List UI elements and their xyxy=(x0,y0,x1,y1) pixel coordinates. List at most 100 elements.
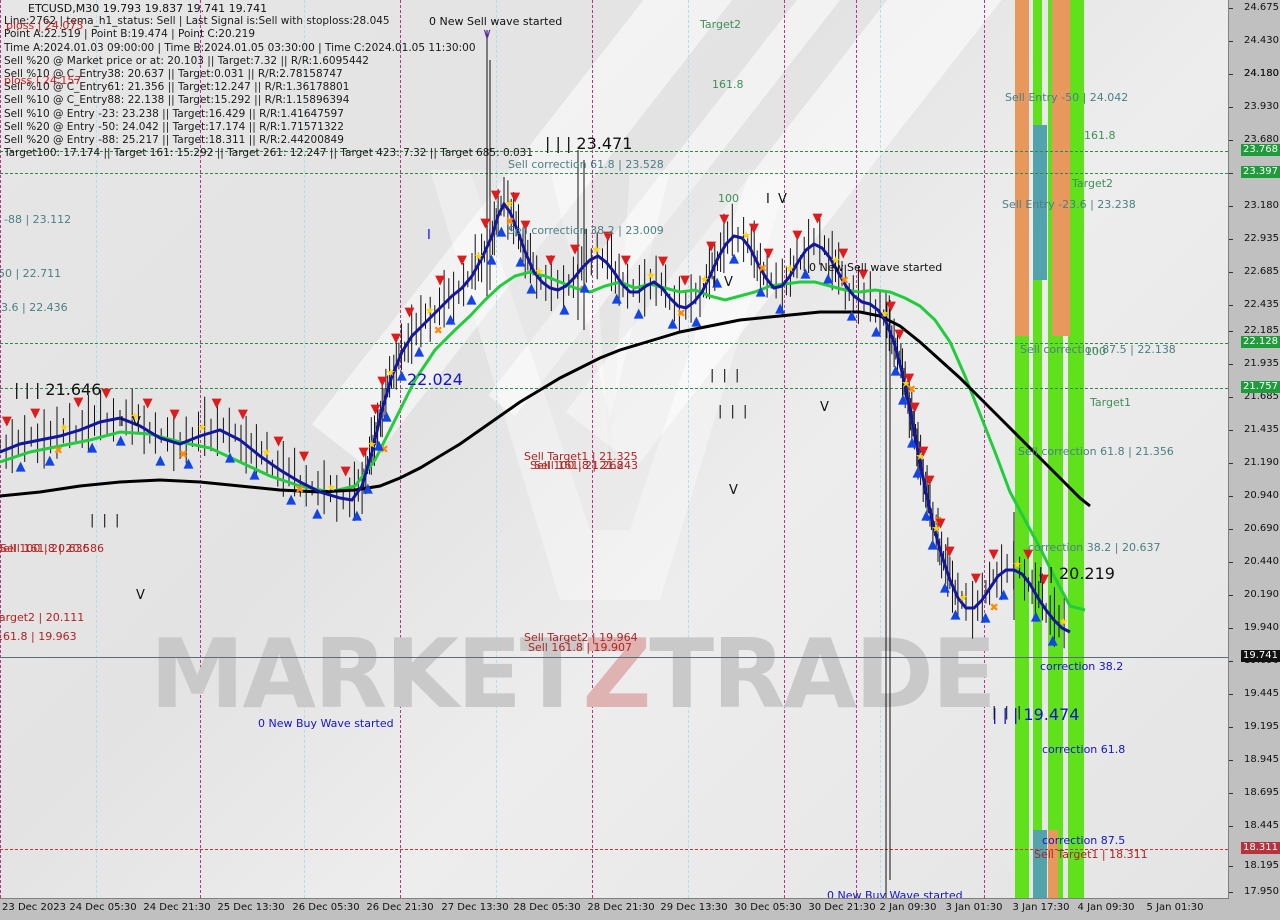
y-tick-mark-23 xyxy=(1229,727,1233,728)
y-tick-mark-0 xyxy=(1229,8,1233,9)
y-tick-label-8: 22.935 xyxy=(1244,233,1279,244)
info-line-6: Sell %10 @ C_Entry61: 21.356 || Target:1… xyxy=(4,81,350,94)
info-line-3: Time A:2024.01.03 09:00:00 | Time B:2024… xyxy=(4,41,476,54)
sell-arrow-down-icon: ▼ xyxy=(377,373,388,389)
annotation-a44: I xyxy=(427,228,433,243)
sell-arrow-down-icon: ▼ xyxy=(211,396,222,412)
annotation-a18: | | 20.219 xyxy=(1038,564,1115,583)
y-tick-mark-11 xyxy=(1229,331,1233,332)
star-signal-icon: ★ xyxy=(1012,557,1023,571)
star-signal-icon: ★ xyxy=(367,437,377,451)
buy-arrow-up-icon: ▲ xyxy=(44,453,55,469)
price-axis[interactable]: 24.67524.43024.18024.18023.93023.68023.4… xyxy=(1229,0,1280,898)
zone-band-z5 xyxy=(1015,0,1029,336)
info-line-5: Sell %10 @ C_Entry38: 20.637 || Target:0… xyxy=(4,67,343,80)
y-tick-label-16: 20.940 xyxy=(1244,490,1279,501)
vgrid-0 xyxy=(0,0,1,898)
y-tick-label-10: 22.435 xyxy=(1244,299,1279,310)
star-signal-icon: ★ xyxy=(326,481,337,495)
info-line-1: Line:2762 | tema_h1_status: Sell | Last … xyxy=(4,15,390,28)
sell-arrow-down-icon: ▼ xyxy=(658,254,669,270)
sell-arrow-down-icon: ▼ xyxy=(620,252,631,268)
x-tick-label-9: 29 Dec 13:30 xyxy=(660,902,728,913)
sell-arrow-down-icon: ▼ xyxy=(570,241,581,257)
y-tick-label-27: 18.195 xyxy=(1244,860,1279,871)
annotation-a32: y -88 | 23.112 xyxy=(0,213,72,226)
annotation-a02: Target2 xyxy=(700,18,742,31)
buy-arrow-up-icon: ▲ xyxy=(249,466,260,482)
y-tick-label-14: 21.435 xyxy=(1244,424,1279,435)
y-tick-label-13: 21.685 xyxy=(1244,391,1279,402)
sell-arrow-down-icon: ▼ xyxy=(1023,546,1034,562)
sell-arrow-down-icon: ▼ xyxy=(237,407,248,423)
sell-arrow-down-icon: ▼ xyxy=(340,463,351,479)
y-tick-mark-28 xyxy=(1229,892,1233,893)
signal-info-lines: Line:2762 | tema_h1_status: Sell | Last … xyxy=(4,15,533,160)
cross-signal-icon: ✖ xyxy=(53,444,63,458)
marketz-trade-watermark: MARKETZTRADE xyxy=(150,620,997,730)
cross-signal-icon: ✖ xyxy=(676,306,686,320)
cross-signal-icon: ✖ xyxy=(933,513,943,527)
y-tick-label-4: 23.930 xyxy=(1244,101,1279,112)
buy-arrow-up-icon: ▲ xyxy=(871,323,882,339)
annotation-a20: | | | 19.474 xyxy=(992,705,1080,724)
star-signal-icon: ★ xyxy=(534,264,545,278)
cross-signal-icon: ✖ xyxy=(989,600,999,614)
y-tick-label-15: 21.190 xyxy=(1244,457,1279,468)
y-tick-mark-13 xyxy=(1229,397,1233,398)
x-tick-label-16: 5 Jan 01:30 xyxy=(1146,902,1204,913)
y-tick-mark-22 xyxy=(1229,694,1233,695)
y-tick-mark-10 xyxy=(1229,305,1233,306)
y-tick-mark-21 xyxy=(1229,661,1233,662)
buy-arrow-up-icon: ▲ xyxy=(667,315,678,331)
info-line-4: Sell %20 @ Market price or at: 20.103 ||… xyxy=(4,54,369,67)
y-tick-mark-17 xyxy=(1229,529,1233,530)
annotation-a24: 0 New Sell wave started xyxy=(809,261,943,274)
y-tick-mark-7 xyxy=(1229,206,1233,207)
buy-arrow-up-icon: ▲ xyxy=(351,508,362,524)
y-price-badge-1: 23.397 xyxy=(1241,166,1280,178)
vgrid-9 xyxy=(856,0,857,898)
star-signal-icon: ★ xyxy=(129,409,140,423)
chart-plot-area[interactable]: MARKETZTRADE ▼ ▲ ▼ ▲ ✖ ★ ▼ ▲ ▼ ▲ ★ ▼ ▲ ▼ ✖ ▲ ★ ▼ ▲ ▼ ▲ ★ ▼ ▲ ✖ ▼ ▲… xyxy=(0,0,1229,899)
level-line-h4 xyxy=(0,388,1228,389)
buy-arrow-up-icon: ▲ xyxy=(414,343,425,359)
star-signal-icon: ★ xyxy=(741,229,751,243)
star-signal-icon: ★ xyxy=(901,377,911,391)
star-signal-icon: ★ xyxy=(699,272,710,286)
y-price-badge-2: 22.128 xyxy=(1241,336,1280,348)
buy-arrow-up-icon: ▲ xyxy=(823,270,834,286)
x-tick-label-11: 30 Dec 21:30 xyxy=(808,902,876,913)
buy-arrow-up-icon: ▲ xyxy=(712,274,723,290)
buy-arrow-up-icon: ▲ xyxy=(445,312,456,328)
annotation-a45: I V xyxy=(712,275,735,290)
vgrid-10 xyxy=(880,0,881,898)
buy-arrow-up-icon: ▲ xyxy=(559,301,570,317)
buy-arrow-up-icon: ▲ xyxy=(755,283,766,299)
star-signal-icon: ★ xyxy=(59,420,70,434)
time-axis[interactable]: 23 Dec 2023 24 Dec 05:30 24 Dec 21:30 25 De… xyxy=(0,899,1229,920)
annotation-a05: Sell correction 61.8 | 23.528 xyxy=(508,158,664,171)
info-line-7: Sell %10 @ C_Entry88: 22.138 || Target:1… xyxy=(4,94,350,107)
sell-arrow-down-icon: ▼ xyxy=(719,212,730,227)
buy-arrow-up-icon: ▲ xyxy=(15,458,26,474)
buy-arrow-up-icon: ▲ xyxy=(775,301,786,317)
annotation-a42: | | | xyxy=(90,513,122,528)
buy-arrow-up-icon: ▲ xyxy=(486,252,497,268)
annotation-a22: correction 87.5 xyxy=(1042,834,1126,847)
y-tick-label-2: 24.180 xyxy=(1244,68,1279,79)
level-line-h2 xyxy=(0,173,1228,174)
buy-arrow-up-icon: ▲ xyxy=(846,308,857,324)
chart-info-block: ETCUSD,M30 19.793 19.837 19.741 19.741 L… xyxy=(4,2,533,160)
stoploss-overlap-label-1: ploss | 24.073 xyxy=(6,19,84,32)
buy-arrow-up-icon: ▲ xyxy=(890,363,901,379)
buy-arrow-up-icon: ▲ xyxy=(1047,633,1058,649)
annotation-a49: V xyxy=(729,483,740,498)
y-tick-label-18: 20.440 xyxy=(1244,556,1279,567)
annotation-a16: Sell correction 61.8 | 21.356 xyxy=(1018,445,1174,458)
sell-arrow-down-icon: ▼ xyxy=(838,246,849,262)
vgrid-8 xyxy=(784,0,785,898)
x-tick-label-8: 28 Dec 21:30 xyxy=(587,902,655,913)
buy-arrow-up-icon: ▲ xyxy=(921,508,932,524)
